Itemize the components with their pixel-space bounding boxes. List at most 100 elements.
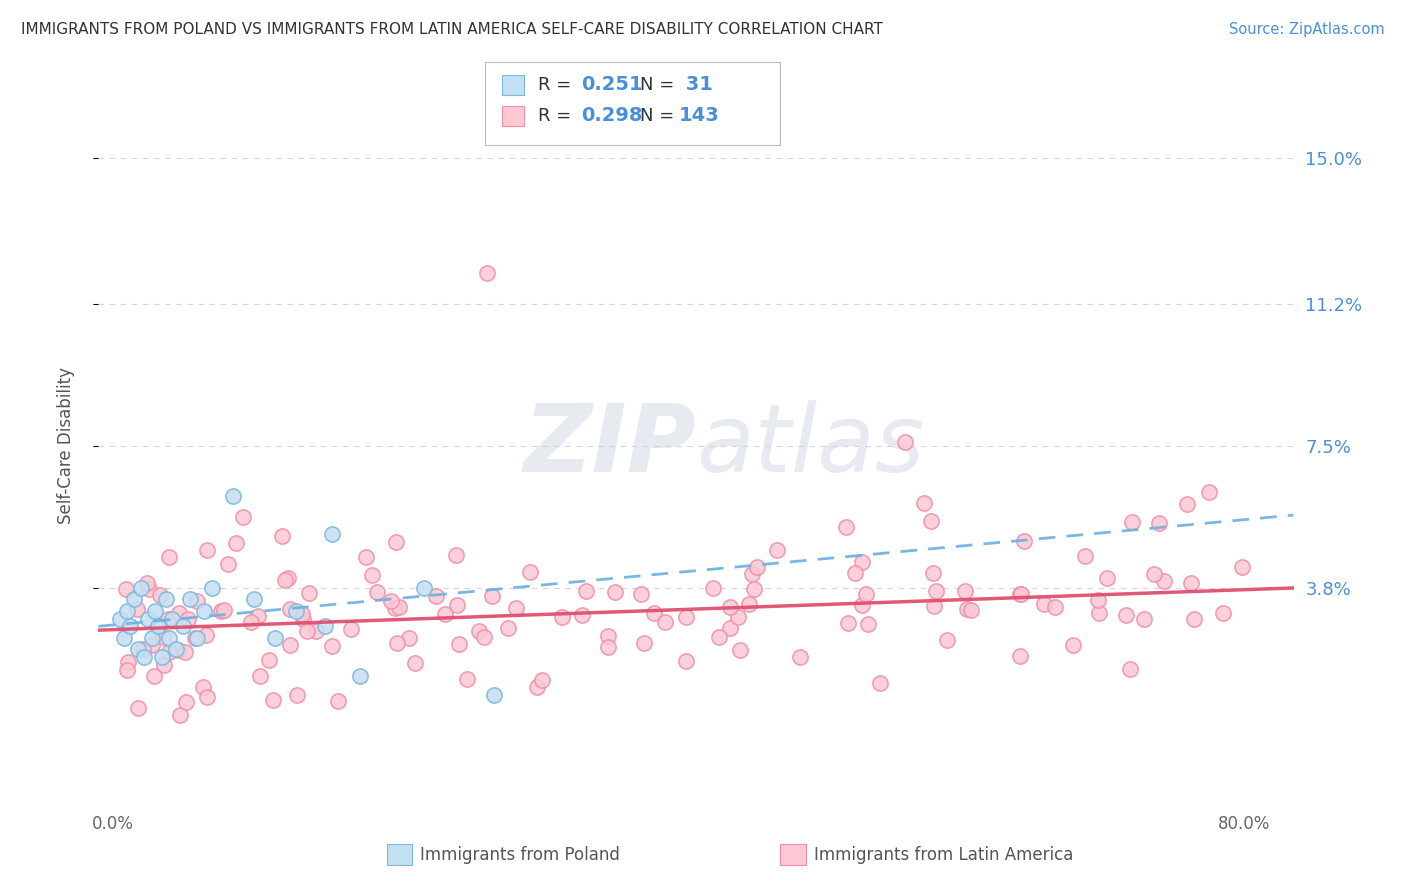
Point [1153,574,1175,589]
Point [122,592,145,607]
Text: IMMIGRANTS FROM POLAND VS IMMIGRANTS FROM LATIN AMERICA SELF-CARE DISABILITY COR: IMMIGRANTS FROM POLAND VS IMMIGRANTS FRO… [21,22,883,37]
Point [477,266,499,280]
Point [727,610,749,624]
Point [222,489,245,503]
Point [1147,516,1170,530]
Point [152,630,174,644]
Point [914,496,936,510]
Point [157,645,180,659]
Point [1062,638,1084,652]
Point [172,619,194,633]
Point [387,636,409,650]
Point [1008,648,1031,663]
Point [225,536,247,550]
Point [596,640,619,654]
Point [1184,612,1206,626]
Point [1010,587,1032,601]
Point [157,631,180,645]
Point [153,657,176,672]
Point [596,629,619,643]
Point [571,607,593,622]
Point [295,624,318,639]
Point [1095,571,1118,585]
Point [709,630,731,644]
Point [960,603,983,617]
Point [321,527,343,541]
Point [630,587,652,601]
Point [165,642,187,657]
Point [467,624,489,638]
Text: 0.251: 0.251 [581,75,643,95]
Point [167,606,190,620]
Point [526,680,548,694]
Point [935,633,957,648]
Point [456,672,478,686]
Point [851,598,873,612]
Point [174,645,197,659]
Point [498,621,520,635]
Point [186,594,208,608]
Point [745,559,768,574]
Text: N =: N = [640,107,679,125]
Point [835,520,858,534]
Point [922,566,945,581]
Point [314,619,336,633]
Point [366,585,388,599]
Point [484,689,506,703]
Point [1143,567,1166,582]
Point [115,604,138,618]
Point [531,673,554,687]
Point [136,612,159,626]
Point [179,592,201,607]
Y-axis label: Self-Care Disability: Self-Care Disability [56,368,75,524]
Point [1087,592,1109,607]
Point [291,611,314,625]
Point [388,600,411,615]
Point [149,588,172,602]
Point [741,566,763,581]
Point [186,631,208,645]
Point [1230,560,1253,574]
Point [856,617,879,632]
Point [249,669,271,683]
Point [141,631,163,645]
Point [1198,485,1220,500]
Point [789,649,811,664]
Point [412,581,434,595]
Point [869,676,891,690]
Text: ZIP: ZIP [523,400,696,492]
Point [135,575,157,590]
Point [209,604,232,618]
Point [675,654,697,668]
Point [177,612,200,626]
Text: Source: ZipAtlas.com: Source: ZipAtlas.com [1229,22,1385,37]
Point [339,622,361,636]
Point [922,599,945,614]
Point [744,582,766,596]
Point [118,619,141,633]
Point [115,663,138,677]
Point [728,643,751,657]
Point [449,637,471,651]
Point [298,586,321,600]
Point [257,652,280,666]
Point [264,631,287,645]
Point [953,584,976,599]
Point [200,581,222,595]
Point [232,509,254,524]
Text: N =: N = [640,76,679,94]
Point [481,590,503,604]
Point [142,669,165,683]
Point [127,601,149,615]
Text: Immigrants from Latin America: Immigrants from Latin America [814,846,1073,863]
Point [194,628,217,642]
Point [654,615,676,629]
Point [718,599,741,614]
Point [1088,607,1111,621]
Point [633,635,655,649]
Point [1074,549,1097,563]
Point [195,690,218,705]
Point [1008,587,1031,601]
Point [360,568,382,582]
Point [278,602,301,616]
